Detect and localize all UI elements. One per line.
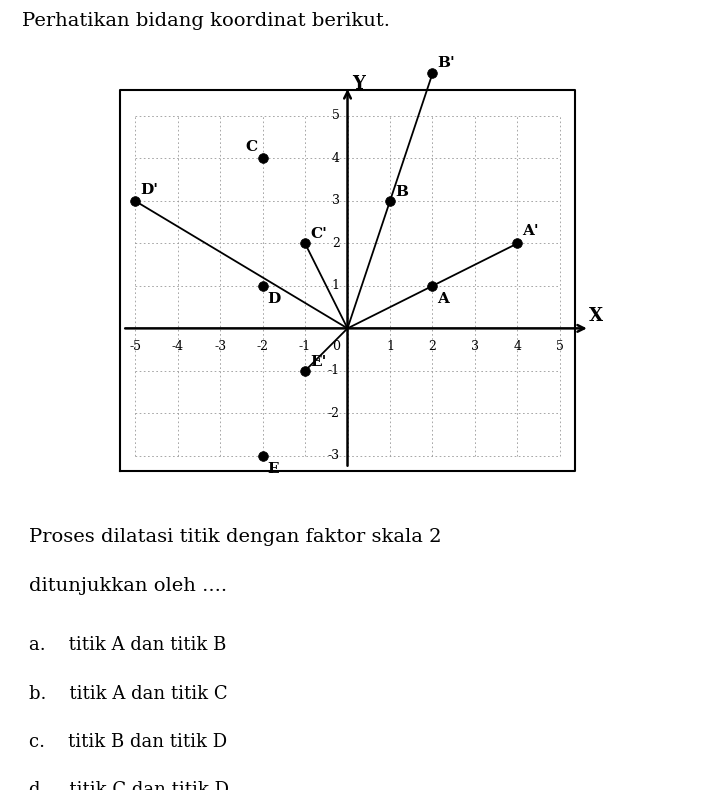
Text: E: E [268,462,279,476]
Text: -1: -1 [299,340,311,353]
Text: X: X [589,307,603,325]
Text: 0: 0 [332,340,340,353]
Text: 3: 3 [471,340,479,353]
Text: B: B [395,185,408,199]
Text: C: C [245,140,258,154]
Text: 3: 3 [332,194,340,208]
Text: b.    titik A dan titik C: b. titik A dan titik C [28,685,227,703]
Text: -4: -4 [172,340,184,353]
Text: a.    titik A dan titik B: a. titik A dan titik B [28,637,226,654]
Text: 1: 1 [332,280,340,292]
Text: 5: 5 [556,340,564,353]
Text: 4: 4 [513,340,521,353]
Text: C': C' [310,228,327,241]
Text: 2: 2 [332,237,340,250]
Text: Perhatikan bidang koordinat berikut.: Perhatikan bidang koordinat berikut. [22,12,390,29]
Text: E': E' [310,355,327,369]
Text: 1: 1 [386,340,394,353]
Text: 4: 4 [332,152,340,165]
Text: 5: 5 [332,110,340,122]
Text: 2: 2 [429,340,437,353]
Text: A: A [437,292,450,307]
Text: -5: -5 [129,340,141,353]
Text: -2: -2 [328,407,340,419]
Text: D': D' [140,182,159,197]
Text: d.    titik C dan titik D: d. titik C dan titik D [28,781,229,790]
Text: B': B' [437,56,455,70]
Text: -2: -2 [256,340,269,353]
Text: -3: -3 [214,340,226,353]
Text: A': A' [523,224,539,239]
Text: -3: -3 [328,450,340,462]
Text: -1: -1 [328,364,340,378]
Text: Y: Y [353,75,366,93]
Text: ditunjukkan oleh ....: ditunjukkan oleh .... [28,577,227,595]
Text: Proses dilatasi titik dengan faktor skala 2: Proses dilatasi titik dengan faktor skal… [28,529,441,547]
Text: D: D [268,292,281,307]
Text: c.    titik B dan titik D: c. titik B dan titik D [28,733,227,751]
